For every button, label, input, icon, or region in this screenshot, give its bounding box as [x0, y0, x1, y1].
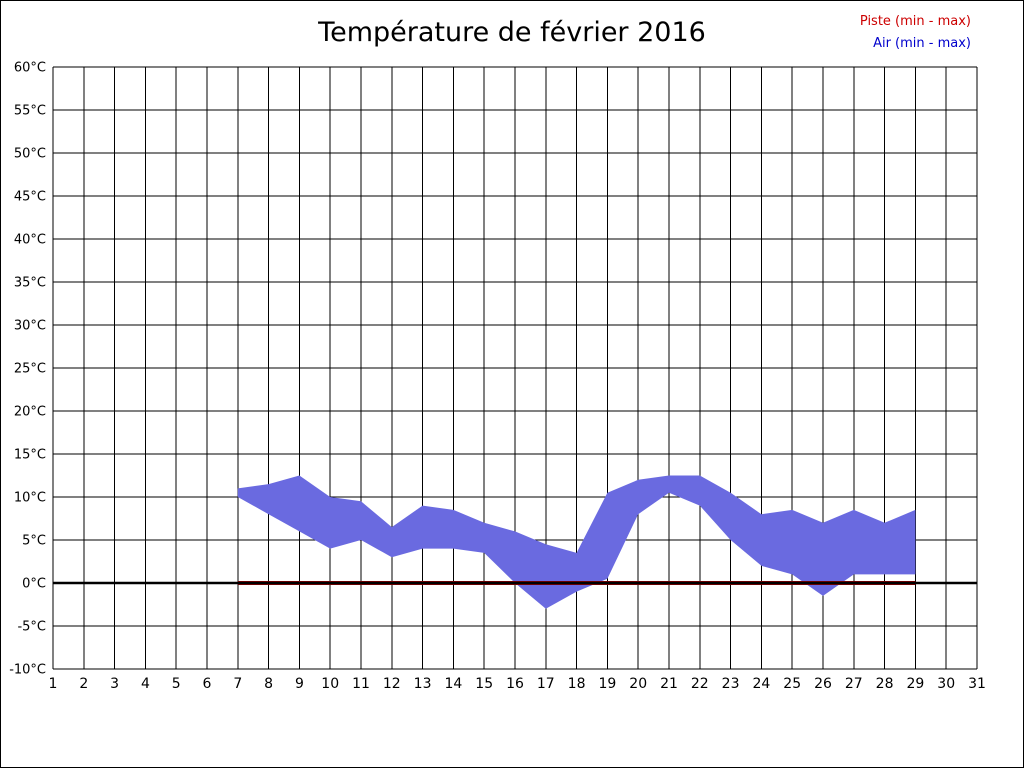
x-tick-label: 20	[629, 676, 647, 692]
x-tick-label: 9	[295, 676, 304, 692]
y-tick-label: 15°C	[14, 448, 46, 463]
y-tick-label: 25°C	[14, 362, 46, 377]
x-tick-label: 24	[752, 676, 770, 692]
x-tick-label: 14	[444, 676, 462, 692]
x-tick-label: 21	[660, 676, 678, 692]
y-tick-label: 0°C	[22, 577, 46, 592]
y-tick-label: 60°C	[14, 61, 46, 76]
y-tick-label: -10°C	[9, 663, 46, 678]
x-tick-label: 27	[845, 676, 863, 692]
y-tick-label: -5°C	[17, 620, 46, 635]
x-tick-label: 13	[414, 676, 432, 692]
x-tick-label: 3	[110, 676, 119, 692]
x-tick-label: 7	[233, 676, 242, 692]
y-tick-label: 5°C	[22, 534, 46, 549]
x-tick-label: 4	[141, 676, 150, 692]
x-tick-label: 5	[172, 676, 181, 692]
air-band	[237, 475, 916, 609]
x-tick-label: 26	[814, 676, 832, 692]
x-tick-label: 31	[968, 676, 986, 692]
y-tick-label: 35°C	[14, 276, 46, 291]
x-tick-label: 11	[352, 676, 370, 692]
x-tick-label: 29	[906, 676, 924, 692]
legend-air: Air (min - max)	[873, 36, 971, 52]
x-tick-label: 25	[783, 676, 801, 692]
x-tick-label: 10	[321, 676, 339, 692]
chart-legend: Piste (min - max) Air (min - max)	[860, 11, 971, 55]
x-tick-label: 16	[506, 676, 524, 692]
x-tick-label: 23	[722, 676, 740, 692]
y-tick-label: 20°C	[14, 405, 46, 420]
chart-title: Température de février 2016	[318, 17, 706, 48]
x-tick-label: 17	[537, 676, 555, 692]
x-tick-label: 8	[264, 676, 273, 692]
x-tick-label: 2	[79, 676, 88, 692]
x-tick-label: 18	[568, 676, 586, 692]
x-tick-label: 22	[691, 676, 709, 692]
x-tick-label: 28	[876, 676, 894, 692]
x-tick-label: 30	[937, 676, 955, 692]
y-tick-label: 55°C	[14, 104, 46, 119]
x-tick-label: 12	[383, 676, 401, 692]
y-tick-label: 30°C	[14, 319, 46, 334]
x-tick-label: 15	[475, 676, 493, 692]
x-tick-label: 1	[49, 676, 58, 692]
legend-piste: Piste (min - max)	[859, 14, 971, 29]
y-tick-label: 10°C	[14, 491, 46, 506]
x-tick-label: 6	[203, 676, 212, 692]
y-tick-label: 45°C	[14, 190, 46, 205]
y-tick-label: 40°C	[14, 233, 46, 248]
y-tick-label: 50°C	[14, 147, 46, 162]
x-tick-label: 19	[598, 676, 616, 692]
